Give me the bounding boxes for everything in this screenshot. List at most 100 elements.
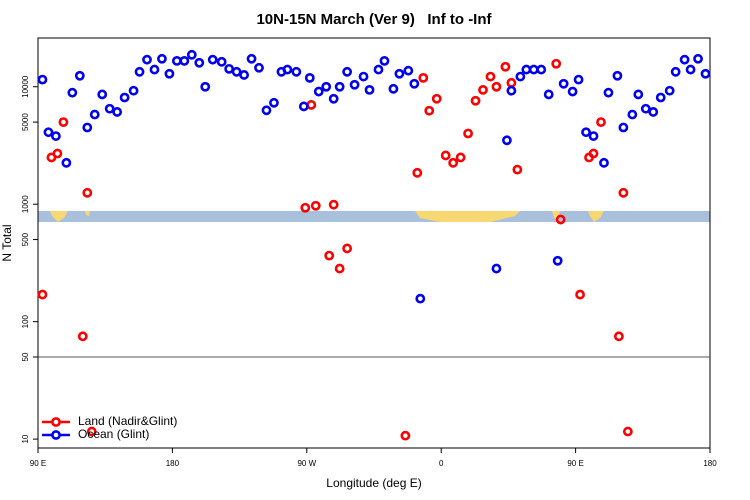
point (485, 71, 496, 82)
point (614, 331, 624, 342)
point (500, 61, 511, 72)
point (685, 64, 696, 75)
point (394, 68, 405, 79)
point (440, 150, 451, 161)
point (74, 70, 85, 81)
x-tick-label: 0 (439, 459, 444, 468)
point (588, 148, 599, 159)
point (342, 66, 353, 77)
point (633, 89, 644, 100)
point (342, 243, 353, 254)
chart-title: 10N-15N March (Ver 9) Inf to -Inf (256, 11, 492, 28)
point (431, 93, 442, 104)
point (409, 78, 420, 89)
point (648, 107, 659, 117)
point (506, 85, 517, 96)
point (328, 93, 339, 104)
point (448, 157, 459, 168)
point (599, 157, 609, 168)
y-axis-label: N Total (0, 224, 14, 261)
legend-label: Ocean (Glint) (78, 427, 149, 441)
point (679, 54, 690, 65)
x-tick-label: 90 E (567, 459, 583, 468)
point (618, 187, 629, 198)
point (603, 87, 614, 98)
point (358, 71, 369, 82)
point (555, 214, 566, 225)
point (470, 95, 481, 106)
point (328, 199, 339, 210)
point (334, 81, 345, 92)
y-tick-label: 500 (21, 232, 30, 246)
point (313, 86, 324, 97)
map-land (415, 211, 520, 222)
map-ocean (38, 211, 710, 222)
legend-label: Land (Nadir&Glint) (78, 414, 177, 428)
y-tick-label: 10 (21, 434, 30, 443)
point (298, 101, 309, 112)
legend-swatch-marker (51, 430, 61, 440)
point (424, 105, 435, 116)
point (157, 53, 167, 64)
point (310, 200, 321, 211)
point (82, 122, 93, 133)
point (67, 87, 78, 98)
point (515, 71, 526, 82)
point (581, 127, 591, 138)
point (700, 68, 711, 79)
point (693, 53, 703, 64)
point (239, 70, 249, 80)
point (664, 85, 675, 96)
point (670, 66, 681, 77)
point (640, 103, 651, 114)
point (61, 157, 72, 168)
point (543, 89, 554, 100)
y-tick-label: 100 (21, 314, 30, 328)
point (119, 92, 130, 103)
point (573, 74, 584, 85)
point (37, 74, 48, 85)
point (104, 103, 115, 114)
y-tick-label: 50 (21, 352, 30, 361)
point (551, 58, 562, 69)
point (164, 68, 175, 79)
point (89, 109, 100, 120)
point (612, 70, 623, 81)
point (321, 81, 332, 92)
map-land (85, 211, 90, 216)
point (97, 89, 108, 100)
point (207, 54, 218, 65)
point (82, 187, 93, 198)
point (37, 289, 48, 300)
legend-swatch-marker (51, 417, 61, 427)
point (622, 426, 633, 437)
point (575, 289, 585, 300)
point (567, 86, 578, 97)
point (512, 164, 523, 175)
point (502, 135, 512, 146)
point (324, 250, 335, 261)
point (400, 430, 411, 441)
plot-frame (37, 37, 711, 449)
point (300, 202, 311, 213)
point (536, 64, 547, 75)
point (43, 127, 54, 138)
point (552, 255, 563, 266)
point (179, 55, 190, 66)
point (388, 83, 399, 94)
point (379, 55, 390, 66)
point (216, 56, 227, 67)
point (261, 105, 272, 116)
y-tick-label: 10000 (21, 75, 30, 98)
point (112, 107, 123, 117)
point (200, 81, 211, 92)
point (463, 128, 473, 139)
point (142, 54, 152, 65)
point (403, 65, 414, 76)
point (478, 84, 488, 95)
point (627, 109, 638, 120)
point (415, 293, 426, 304)
map-land (50, 211, 68, 222)
